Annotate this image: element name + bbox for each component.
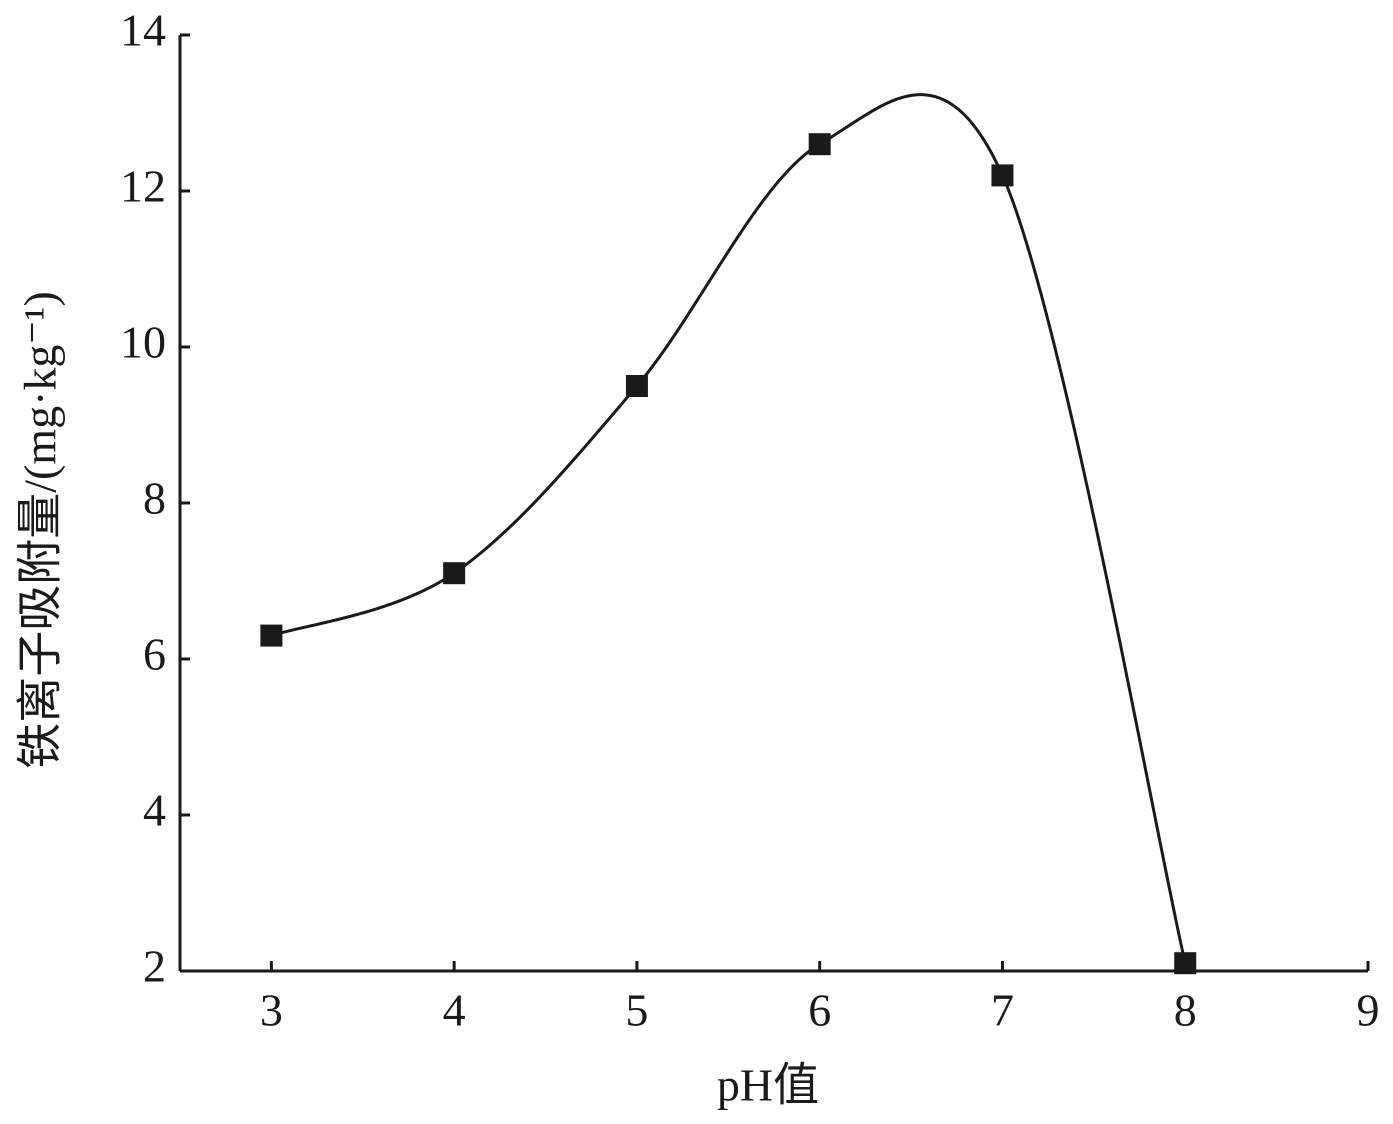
- x-tick-label: 8: [1174, 985, 1197, 1036]
- y-tick-label: 8: [143, 473, 166, 524]
- y-axis-label: 铁离子吸附量/(mg·kg⁻¹): [15, 291, 66, 769]
- x-tick-label: 7: [991, 985, 1014, 1036]
- marker: [991, 164, 1014, 187]
- line: [270, 93, 1187, 964]
- marker: [443, 562, 466, 585]
- marker: [625, 375, 648, 397]
- y-tick-label: 14: [120, 5, 166, 56]
- x-tick-label: 3: [260, 985, 283, 1036]
- x-tick-label: 9: [1357, 985, 1380, 1036]
- y-tick-label: 2: [143, 941, 166, 992]
- x-axis-label: pH值: [717, 1060, 819, 1111]
- y-tick-label: 12: [120, 161, 166, 212]
- marker: [808, 133, 831, 156]
- x-tick-label: 6: [808, 985, 831, 1036]
- y-tick-label: 10: [120, 317, 166, 368]
- marker: [1174, 952, 1197, 975]
- x-tick-label: 5: [625, 985, 648, 1036]
- marker: [260, 624, 283, 647]
- x-tick-label: 4: [443, 985, 466, 1036]
- y-tick-label: 4: [143, 785, 166, 836]
- y-tick-label: 6: [143, 629, 166, 680]
